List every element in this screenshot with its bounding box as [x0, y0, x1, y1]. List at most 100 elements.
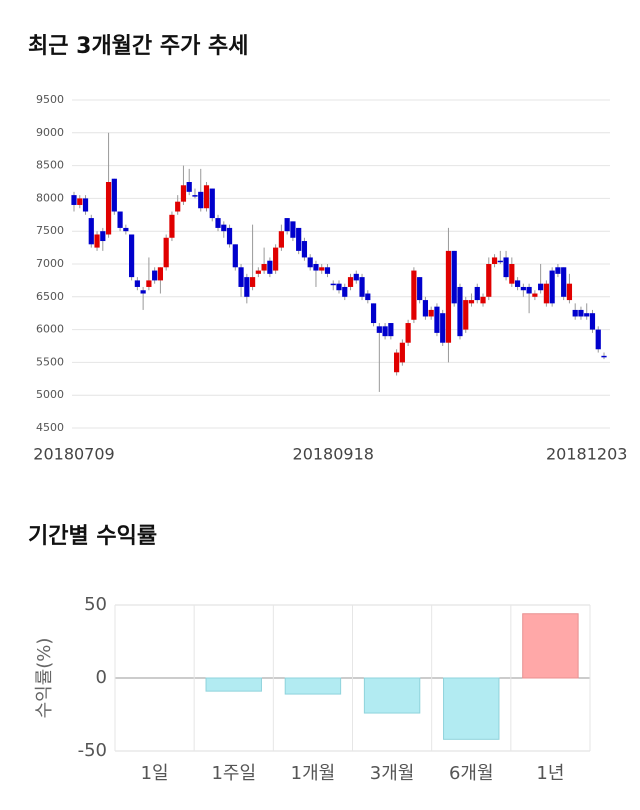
- candle-body: [129, 234, 135, 278]
- candle-body: [578, 309, 584, 317]
- bar: [522, 613, 579, 679]
- candle-body: [192, 195, 198, 197]
- candle-body: [463, 300, 469, 330]
- y-tick-label: 7000: [36, 257, 64, 270]
- candle-body: [411, 270, 417, 320]
- candle-body: [215, 218, 221, 228]
- candle-body: [77, 198, 83, 205]
- x-tick-label: 1일: [141, 763, 169, 784]
- candle-body: [255, 270, 261, 274]
- chart-title: 기간별 수익률: [28, 524, 157, 549]
- candle-body: [561, 267, 567, 297]
- candle-body: [330, 283, 336, 286]
- candle-body: [399, 342, 405, 363]
- y-tick-label: 0: [96, 667, 107, 688]
- candle-body: [123, 227, 129, 232]
- candle-body: [601, 355, 607, 358]
- candle-body: [301, 241, 308, 258]
- candle-body: [347, 277, 354, 287]
- candle-body: [566, 283, 573, 301]
- candle-body: [140, 290, 146, 294]
- candle-body: [336, 283, 342, 291]
- bar: [205, 677, 262, 692]
- candle-body: [71, 195, 77, 205]
- candle-body: [186, 182, 192, 192]
- chart-title: 최근 3개월간 주가 추세: [28, 34, 248, 59]
- candle-body: [278, 231, 284, 248]
- candle-body: [440, 313, 446, 343]
- candle-body: [353, 273, 359, 281]
- bar: [284, 677, 342, 695]
- y-tick-label: -50: [78, 740, 107, 761]
- candle-body: [428, 309, 434, 317]
- candle-body: [480, 296, 486, 304]
- candle-body: [451, 250, 457, 304]
- candle-body: [474, 286, 480, 301]
- candle-body: [422, 300, 429, 317]
- candle-body: [209, 188, 215, 219]
- candle-body: [555, 267, 561, 274]
- candle-body: [221, 224, 227, 232]
- candle-body: [595, 329, 601, 350]
- y-tick-label: 6000: [36, 323, 64, 336]
- candle-body: [572, 309, 578, 317]
- candle-body: [232, 244, 238, 268]
- y-tick-label: 5500: [36, 355, 64, 368]
- candle-body: [163, 237, 169, 268]
- candle-body: [307, 257, 313, 268]
- y-tick-label: 6500: [36, 290, 64, 303]
- y-tick-label: 4500: [36, 421, 64, 434]
- candle-body: [503, 257, 509, 278]
- candle-body: [486, 264, 492, 297]
- y-tick-label: 9000: [36, 126, 64, 139]
- candle-body: [538, 283, 544, 291]
- candle-body: [226, 227, 233, 245]
- bar: [363, 677, 421, 714]
- y-tick-label: 9500: [36, 93, 64, 106]
- candle-body: [549, 270, 555, 304]
- candle-body: [244, 277, 250, 297]
- candle-body: [117, 211, 123, 228]
- candle-body: [394, 352, 400, 373]
- x-tick-label: 6개월: [449, 763, 494, 784]
- candle-body: [497, 260, 503, 263]
- candle-body: [584, 313, 590, 317]
- candle-body: [526, 286, 532, 294]
- candle-body: [589, 313, 596, 330]
- candle-body: [514, 280, 521, 287]
- candle-body: [313, 264, 319, 271]
- candle-body: [267, 260, 273, 274]
- y-tick-label: 5000: [36, 388, 64, 401]
- candle-body: [445, 250, 452, 343]
- candle-body: [203, 185, 210, 209]
- candle-body: [376, 326, 382, 333]
- candle-body: [324, 267, 331, 274]
- candle-body: [319, 267, 325, 271]
- candle-body: [296, 227, 302, 251]
- candle-body: [249, 277, 256, 287]
- x-tick-label: 3개월: [370, 763, 415, 784]
- candle-body: [290, 221, 296, 238]
- candle-body: [273, 247, 279, 271]
- y-tick-label: 8000: [36, 191, 64, 204]
- bar: [443, 677, 500, 740]
- candle-body: [198, 191, 204, 209]
- x-tick-label: 20180918: [293, 445, 374, 464]
- candle-body: [157, 267, 164, 281]
- x-tick-label: 20181203: [546, 445, 627, 464]
- candle-body: [532, 293, 538, 297]
- candle-body: [417, 277, 423, 301]
- x-tick-label: 1주일: [211, 763, 256, 784]
- candle-body: [134, 280, 140, 287]
- candle-body: [82, 198, 89, 212]
- candle-body: [491, 257, 498, 264]
- candle-body: [146, 280, 152, 287]
- candle-body: [105, 182, 112, 235]
- candle-body: [434, 306, 440, 333]
- x-tick-label: 20180709: [33, 445, 114, 464]
- candle-body: [94, 234, 100, 248]
- candle-body: [457, 286, 463, 337]
- candle-body: [520, 286, 526, 291]
- candle-body: [405, 323, 411, 343]
